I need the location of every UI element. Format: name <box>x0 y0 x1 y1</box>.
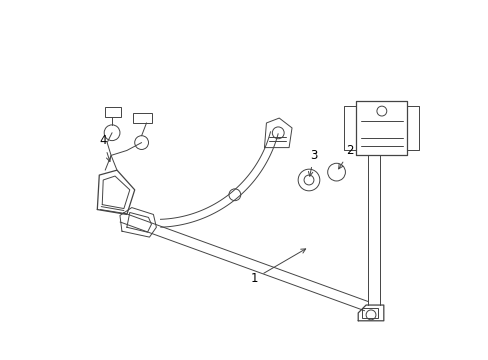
Bar <box>105 107 121 117</box>
Bar <box>362 308 377 318</box>
Text: 1: 1 <box>250 249 305 285</box>
Text: 3: 3 <box>308 149 317 176</box>
Text: 2: 2 <box>338 144 353 169</box>
Bar <box>132 113 152 123</box>
Text: 4: 4 <box>99 134 110 162</box>
